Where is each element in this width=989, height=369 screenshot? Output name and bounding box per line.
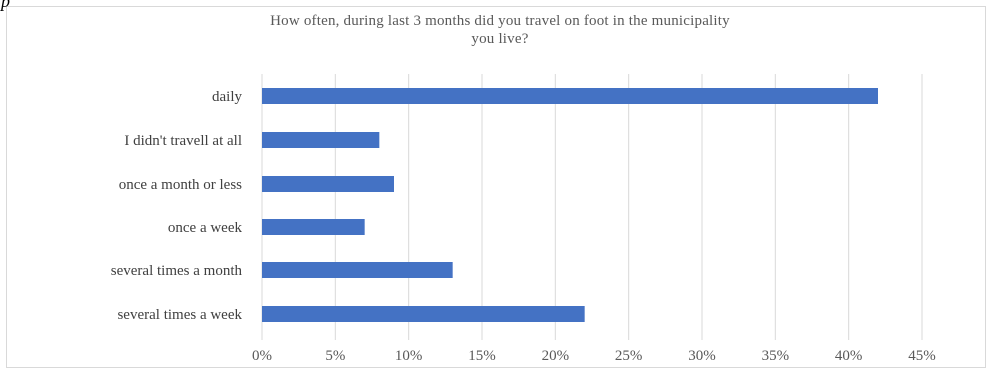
x-tick-label: 5%: [325, 348, 345, 364]
chart-title: How often, during last 3 months did you …: [100, 12, 900, 48]
chart-title-line-2: you live?: [471, 31, 529, 47]
bar: [262, 262, 453, 278]
x-tick-label: 20%: [542, 348, 570, 364]
category-label: once a month or less: [119, 177, 242, 193]
x-tick-label: 25%: [615, 348, 643, 364]
bar: [262, 132, 380, 148]
category-label: daily: [212, 89, 242, 105]
x-tick-label: 40%: [835, 348, 863, 364]
x-tick-label: 35%: [762, 348, 790, 364]
x-tick-label: 0%: [252, 348, 272, 364]
x-tick-label: 45%: [908, 348, 936, 364]
category-label: I didn't travell at all: [124, 133, 242, 149]
category-label: several times a month: [111, 263, 243, 279]
bar: [262, 219, 365, 235]
x-tick-label: 30%: [688, 348, 716, 364]
chart-title-line-1: How often, during last 3 months did you …: [270, 13, 730, 29]
category-label: several times a week: [117, 307, 242, 323]
x-tick-label: 15%: [468, 348, 496, 364]
bar: [262, 88, 878, 104]
x-tick-label: 10%: [395, 348, 423, 364]
bar: [262, 176, 394, 192]
cropped-text-fragment: p: [1, 0, 10, 11]
category-label: once a week: [168, 220, 243, 236]
bar: [262, 306, 585, 322]
